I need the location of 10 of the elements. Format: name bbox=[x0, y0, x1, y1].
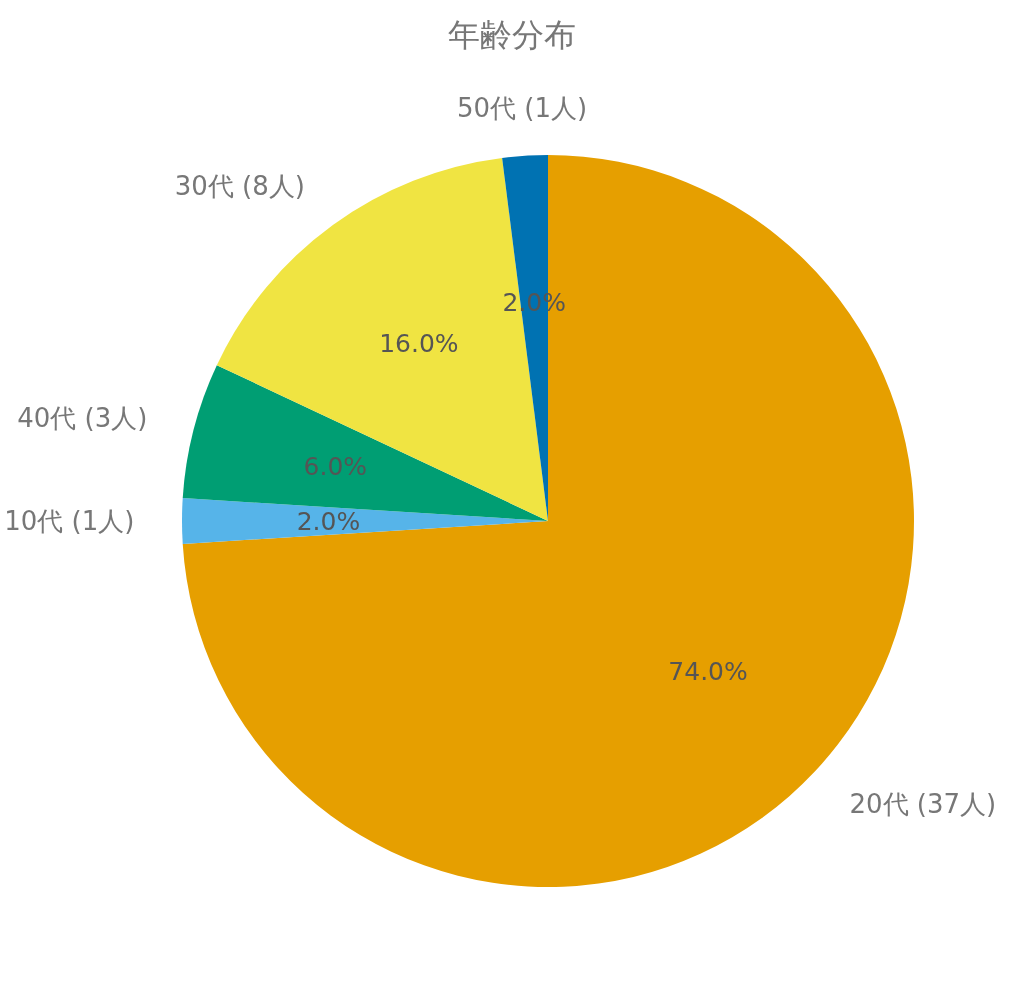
data-label: 16.0% bbox=[379, 329, 459, 359]
data-label: 74.0% bbox=[668, 657, 748, 687]
slice-label: 20代 (37人) bbox=[849, 789, 997, 820]
chart-title: 年齢分布 bbox=[448, 16, 576, 54]
slice-label: 30代 (8人) bbox=[174, 171, 305, 202]
slice-label: 10代 (1人) bbox=[4, 506, 135, 536]
slice-label: 50代 (1人) bbox=[456, 93, 588, 124]
data-label: 2.0% bbox=[296, 507, 361, 536]
slice-label: 40代 (3人) bbox=[17, 403, 148, 434]
data-label: 6.0% bbox=[303, 452, 368, 482]
